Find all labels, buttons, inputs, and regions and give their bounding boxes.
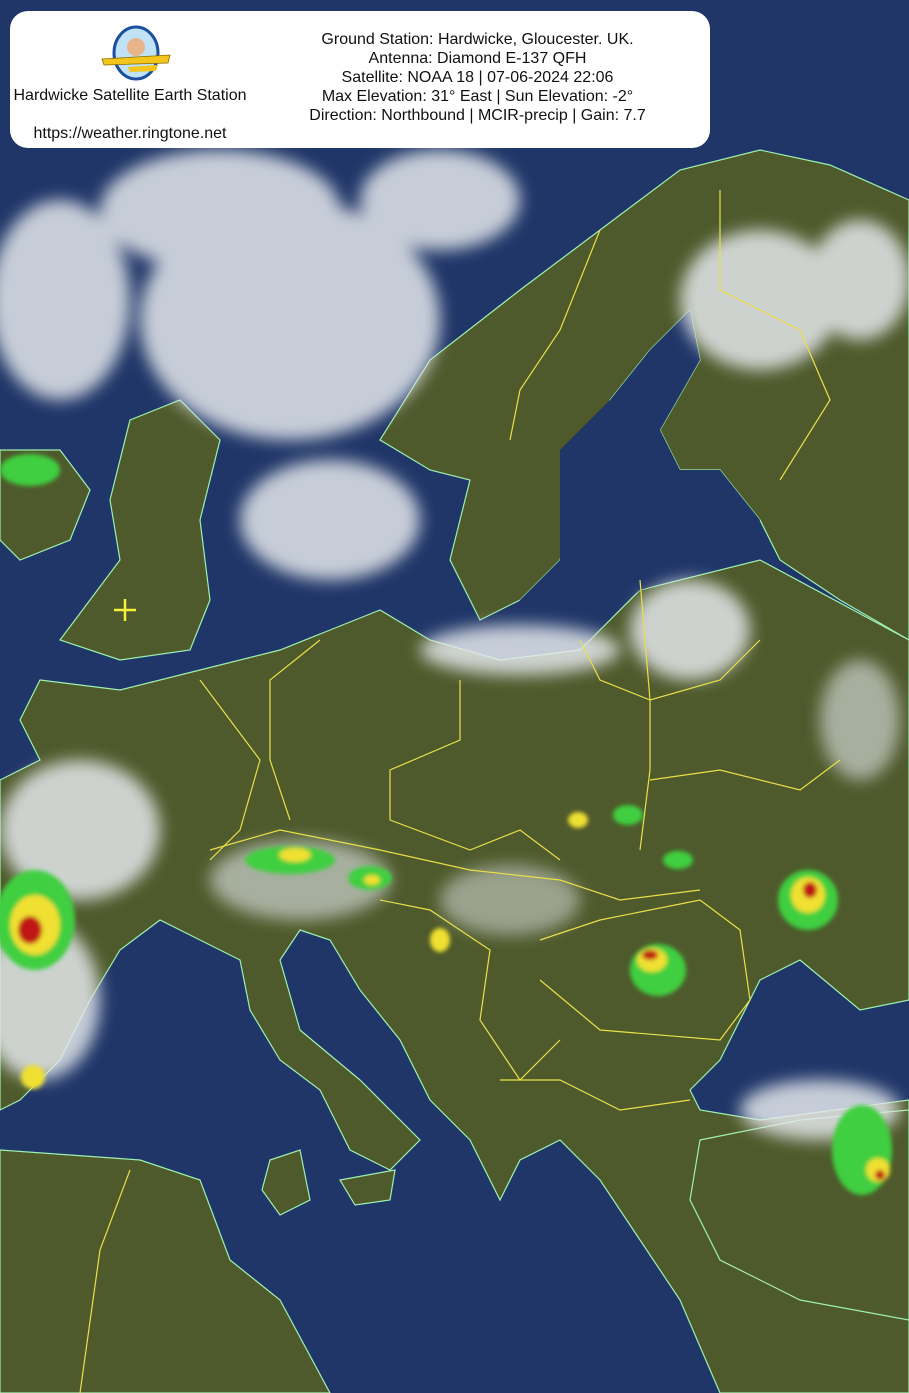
station-name: Hardwicke Satellite Earth Station [13,87,247,104]
precip-small [613,805,643,825]
station-logo [101,25,171,81]
precip-alps [245,846,392,890]
baltic-sea [500,310,760,640]
clouds [0,150,909,1140]
direction-line: Direction: Northbound | MCIR-precip | Ga… [309,107,646,124]
info-panel: Hardwicke Satellite Earth Station https:… [10,11,710,148]
ground-station-marker [114,599,136,621]
precip-small [430,928,450,952]
precip-ukraine [778,870,838,930]
precip-small [568,812,588,828]
precip-small [21,1065,45,1089]
precipitation [0,454,892,1195]
precip-iberia [0,870,75,970]
precip-small [0,454,60,486]
precip-small [663,851,693,869]
country-borders [79,190,841,1393]
station-url[interactable]: https://weather.ringtone.net [33,125,227,142]
elevation-line: Max Elevation: 31° East | Sun Elevation:… [321,88,634,105]
precip-turkey [832,1105,892,1195]
pass-info: Ground Station: Hardwicke, Gloucester. U… [265,30,690,125]
satellite-line: Satellite: NOAA 18 | 07-06-2024 22:06 [341,69,614,86]
precip-balkans [630,944,686,996]
ground-station-line: Ground Station: Hardwicke, Gloucester. U… [321,31,634,48]
antenna-line: Antenna: Diamond E-137 QFH [368,50,587,67]
